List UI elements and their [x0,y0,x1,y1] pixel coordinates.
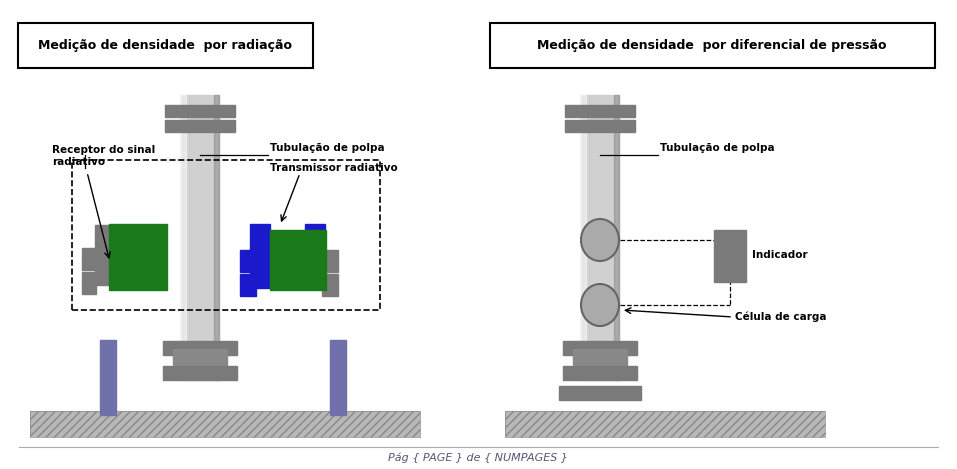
Bar [322,250,338,272]
Bar [565,120,635,132]
Bar [563,341,637,355]
Text: Pág { PAGE } de { NUMPAGES }: Pág { PAGE } de { NUMPAGES } [388,453,568,463]
Text: Célula de carga: Célula de carga [735,312,827,322]
Bar [565,105,635,117]
Bar [82,248,96,270]
Bar [490,23,935,68]
Bar [82,272,96,294]
Bar [240,250,256,272]
Bar [573,349,627,365]
Bar [581,95,619,380]
Bar [614,95,619,380]
Bar [505,411,825,437]
Ellipse shape [581,284,619,326]
Bar [181,95,186,380]
Bar [505,411,825,437]
Text: Indicador: Indicador [752,250,808,260]
Ellipse shape [581,219,619,261]
Bar [30,411,420,437]
Bar [240,274,256,296]
Bar [270,230,326,290]
Bar [214,95,219,380]
Bar [330,340,346,415]
Bar [95,225,109,285]
Bar [305,224,325,288]
Text: Tubulação de polpa: Tubulação de polpa [270,143,385,153]
Bar [30,411,420,437]
Text: Medição de densidade  por radiação: Medição de densidade por radiação [38,38,292,52]
Bar [250,224,270,288]
Bar [714,230,746,282]
Text: Transmissor radiativo: Transmissor radiativo [270,163,398,173]
Bar [559,386,641,400]
Bar [181,95,219,380]
Bar [72,160,380,310]
Bar [165,105,235,117]
Bar [163,341,237,355]
Bar [163,366,237,380]
Text: Medição de densidade  por diferencial de pressão: Medição de densidade por diferencial de … [537,38,887,52]
Text: Tubulação de polpa: Tubulação de polpa [660,143,774,153]
Bar [109,224,167,290]
Bar [100,340,116,415]
Bar [18,23,313,68]
Bar [563,366,637,380]
Bar [173,349,227,365]
Text: Receptor do sinal
radiativo: Receptor do sinal radiativo [52,145,155,166]
Bar [322,274,338,296]
Bar [581,95,586,380]
Bar [165,120,235,132]
